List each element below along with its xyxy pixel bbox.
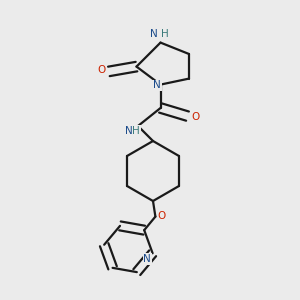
Text: N: N: [143, 254, 151, 264]
Text: O: O: [97, 65, 105, 75]
Text: N: N: [124, 125, 132, 136]
Text: H: H: [161, 29, 169, 39]
Text: H: H: [132, 125, 140, 136]
Text: N: N: [150, 29, 158, 39]
Text: O: O: [158, 211, 166, 221]
Text: N: N: [153, 80, 161, 91]
Text: O: O: [191, 112, 200, 122]
